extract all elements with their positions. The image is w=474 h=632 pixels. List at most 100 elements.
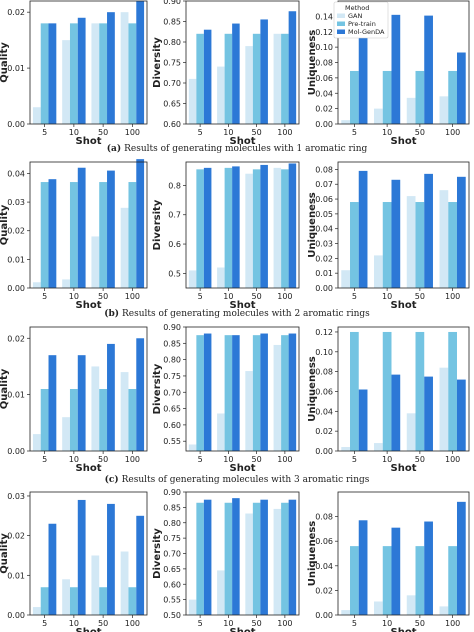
r2-diversity-xtick-label-100: 100 bbox=[277, 292, 292, 301]
r1-uniqueness-xlabel: Shot bbox=[391, 136, 417, 147]
r1-uniqueness-panel: 0.00 0.02 0.04 0.06 0.08 0.10 0.12 0.14 5 10 50 100… bbox=[307, 0, 470, 147]
r4-quality-xtick-label-100: 100 bbox=[125, 619, 140, 628]
r1-diversity-xtick-label-10: 10 bbox=[223, 128, 233, 137]
r4-quality-ytick-label-2: 0.02 bbox=[7, 532, 25, 541]
r4-quality-bar-molgenda-50 bbox=[107, 503, 115, 615]
r1-uniqueness-ytick-label-2: 0.04 bbox=[315, 89, 333, 98]
r2-diversity-bar-molgenda-10 bbox=[232, 166, 240, 288]
r4-diversity-xtick-label-100: 100 bbox=[277, 619, 292, 628]
r3-quality-bar-molgenda-5 bbox=[48, 355, 57, 451]
r2-quality-bar-gan-100 bbox=[120, 207, 129, 288]
r2-diversity-ytick-label-2: 0.7 bbox=[168, 211, 181, 220]
r2-uniqueness-bar-molgenda-5 bbox=[358, 170, 368, 288]
r2-uniqueness-ylabel: Uniqueness bbox=[307, 192, 318, 258]
r4-quality-bar-gan-100 bbox=[120, 551, 129, 615]
r2-uniqueness-xtick-label-50: 50 bbox=[415, 292, 425, 301]
r1-quality-xtick-label-100: 100 bbox=[125, 128, 140, 137]
r4-diversity-bar-molgenda-50 bbox=[260, 499, 268, 615]
r2-uniqueness-bar-molgenda-50 bbox=[424, 173, 433, 288]
r2-uniqueness-bar-gan-10 bbox=[374, 255, 383, 288]
r1-diversity-bar-pretrain-100 bbox=[281, 33, 289, 124]
r3-diversity-bar-molgenda-50 bbox=[260, 333, 268, 451]
r4-uniqueness-panel: 0.00 0.02 0.04 0.06 0.08 5 10 50 100 Shot Uniquene… bbox=[307, 491, 470, 632]
r4-uniqueness-ytick-label-3: 0.06 bbox=[315, 537, 333, 546]
r4-diversity-ytick-label-6: 0.80 bbox=[163, 519, 181, 528]
r1-uniqueness-bar-gan-50 bbox=[406, 97, 416, 124]
r4-diversity-ytick-label-8: 0.90 bbox=[163, 488, 181, 497]
r1-quality-bar-pretrain-100 bbox=[128, 23, 137, 124]
r4-diversity-xlabel: Shot bbox=[230, 627, 256, 632]
r4-diversity-ytick-label-2: 0.60 bbox=[163, 580, 181, 589]
r3-uniqueness-ytick-label-4: 0.08 bbox=[315, 368, 333, 377]
r2-diversity-bar-molgenda-50 bbox=[260, 164, 268, 288]
r1-uniqueness-bar-molgenda-50 bbox=[424, 15, 433, 124]
r4-uniqueness-xlabel: Shot bbox=[391, 627, 417, 632]
r3-diversity-xlabel: Shot bbox=[230, 463, 256, 474]
r1-diversity-ytick-label-1: 0.65 bbox=[163, 100, 181, 109]
legend-label-pretrain: Pre-train bbox=[348, 20, 376, 28]
r2-quality-bar-pretrain-100 bbox=[128, 182, 137, 288]
r2-diversity-bar-gan-10 bbox=[217, 267, 225, 288]
r1-diversity-bar-molgenda-5 bbox=[203, 29, 212, 125]
r2-uniqueness-bar-gan-50 bbox=[406, 196, 416, 288]
r1-uniqueness-ytick-label-3: 0.06 bbox=[315, 74, 333, 83]
r4-diversity-panel: 0.50 0.55 0.60 0.65 0.70 0.75 0.80 0.85 0.90 5 10 5… bbox=[152, 488, 300, 632]
r1-quality-bar-pretrain-50 bbox=[99, 23, 108, 124]
r4-diversity-bar-gan-50 bbox=[245, 513, 253, 615]
r4-uniqueness-bar-molgenda-5 bbox=[358, 520, 368, 615]
r4-uniqueness-ylabel: Uniqueness bbox=[307, 521, 318, 587]
r1-diversity-xtick-label-5: 5 bbox=[198, 128, 203, 137]
r2-uniqueness-xtick-label-100: 100 bbox=[445, 292, 460, 301]
r1-uniqueness-bar-gan-100 bbox=[439, 96, 449, 124]
r3-diversity-xtick-label-50: 50 bbox=[252, 455, 262, 464]
r1-quality-xtick-label-10: 10 bbox=[69, 128, 79, 137]
r4-uniqueness-bar-molgenda-50 bbox=[424, 521, 433, 615]
r2-uniqueness-bar-pretrain-5 bbox=[350, 202, 359, 288]
r2-diversity-bar-pretrain-5 bbox=[196, 169, 204, 288]
r3-uniqueness-xtick-label-50: 50 bbox=[415, 455, 425, 464]
r4-diversity-bar-pretrain-10 bbox=[224, 502, 233, 615]
r2-quality-ytick-label-2: 0.02 bbox=[7, 227, 25, 236]
r3-diversity-ytick-label-6: 0.85 bbox=[163, 339, 181, 348]
r1-uniqueness-xtick-label-100: 100 bbox=[445, 128, 460, 137]
r1-quality-ylabel: Quality bbox=[0, 42, 10, 83]
r3-uniqueness-xtick-label-10: 10 bbox=[382, 455, 392, 464]
r3-uniqueness-ytick-label-0: 0.00 bbox=[315, 447, 333, 456]
caption-b: (b) Results of generating molecules with … bbox=[104, 308, 370, 319]
r3-diversity-bar-molgenda-5 bbox=[203, 333, 212, 451]
r3-quality-bar-molgenda-100 bbox=[136, 338, 145, 451]
r1-quality-bar-pretrain-10 bbox=[69, 23, 78, 124]
r2-diversity-ytick-label-0: 0.5 bbox=[168, 269, 181, 278]
r2-diversity-bar-pretrain-10 bbox=[224, 167, 233, 288]
r3-diversity-bar-gan-50 bbox=[245, 371, 253, 451]
caption-c: (c) Results of generating molecules with … bbox=[105, 474, 370, 485]
r4-diversity-bar-pretrain-5 bbox=[196, 502, 204, 615]
r2-diversity-bar-pretrain-100 bbox=[281, 169, 289, 288]
r2-diversity-ytick-label-3: 0.8 bbox=[168, 181, 181, 190]
legend-swatch-pretrain bbox=[337, 21, 345, 26]
r2-uniqueness-ytick-label-7: 0.07 bbox=[315, 180, 333, 189]
r4-uniqueness-ytick-label-2: 0.04 bbox=[315, 562, 333, 571]
r4-uniqueness-ytick-label-4: 0.08 bbox=[315, 513, 333, 522]
r1-uniqueness-ytick-label-5: 0.10 bbox=[315, 43, 333, 52]
r4-diversity-ytick-label-4: 0.70 bbox=[163, 550, 181, 559]
r2-diversity-frame bbox=[185, 161, 300, 289]
r1-quality-ytick-label-1: 0.01 bbox=[7, 64, 25, 73]
r4-uniqueness-xtick-label-100: 100 bbox=[445, 619, 460, 628]
r3-diversity-xtick-label-10: 10 bbox=[223, 455, 233, 464]
r3-uniqueness-bar-gan-5 bbox=[341, 447, 350, 451]
r2-quality-xtick-label-50: 50 bbox=[98, 292, 108, 301]
r4-uniqueness-bar-gan-50 bbox=[406, 595, 416, 615]
r4-quality-ytick-label-0: 0.00 bbox=[7, 611, 25, 620]
r3-uniqueness-bar-pretrain-50 bbox=[415, 331, 425, 451]
r2-diversity-xlabel: Shot bbox=[230, 300, 256, 311]
r1-diversity-ytick-label-4: 0.80 bbox=[163, 38, 181, 47]
r2-diversity-panel: 0.5 0.6 0.7 0.8 5 10 50 100 Shot Diversity bbox=[152, 161, 300, 311]
r2-quality-ytick-label-1: 0.01 bbox=[7, 255, 25, 264]
r4-quality-xtick-label-5: 5 bbox=[42, 619, 47, 628]
r1-quality-frame bbox=[29, 0, 148, 125]
r3-quality-ytick-label-2: 0.02 bbox=[7, 334, 25, 343]
r1-diversity-xtick-label-100: 100 bbox=[277, 128, 292, 137]
r3-diversity-ytick-label-2: 0.65 bbox=[163, 405, 181, 414]
